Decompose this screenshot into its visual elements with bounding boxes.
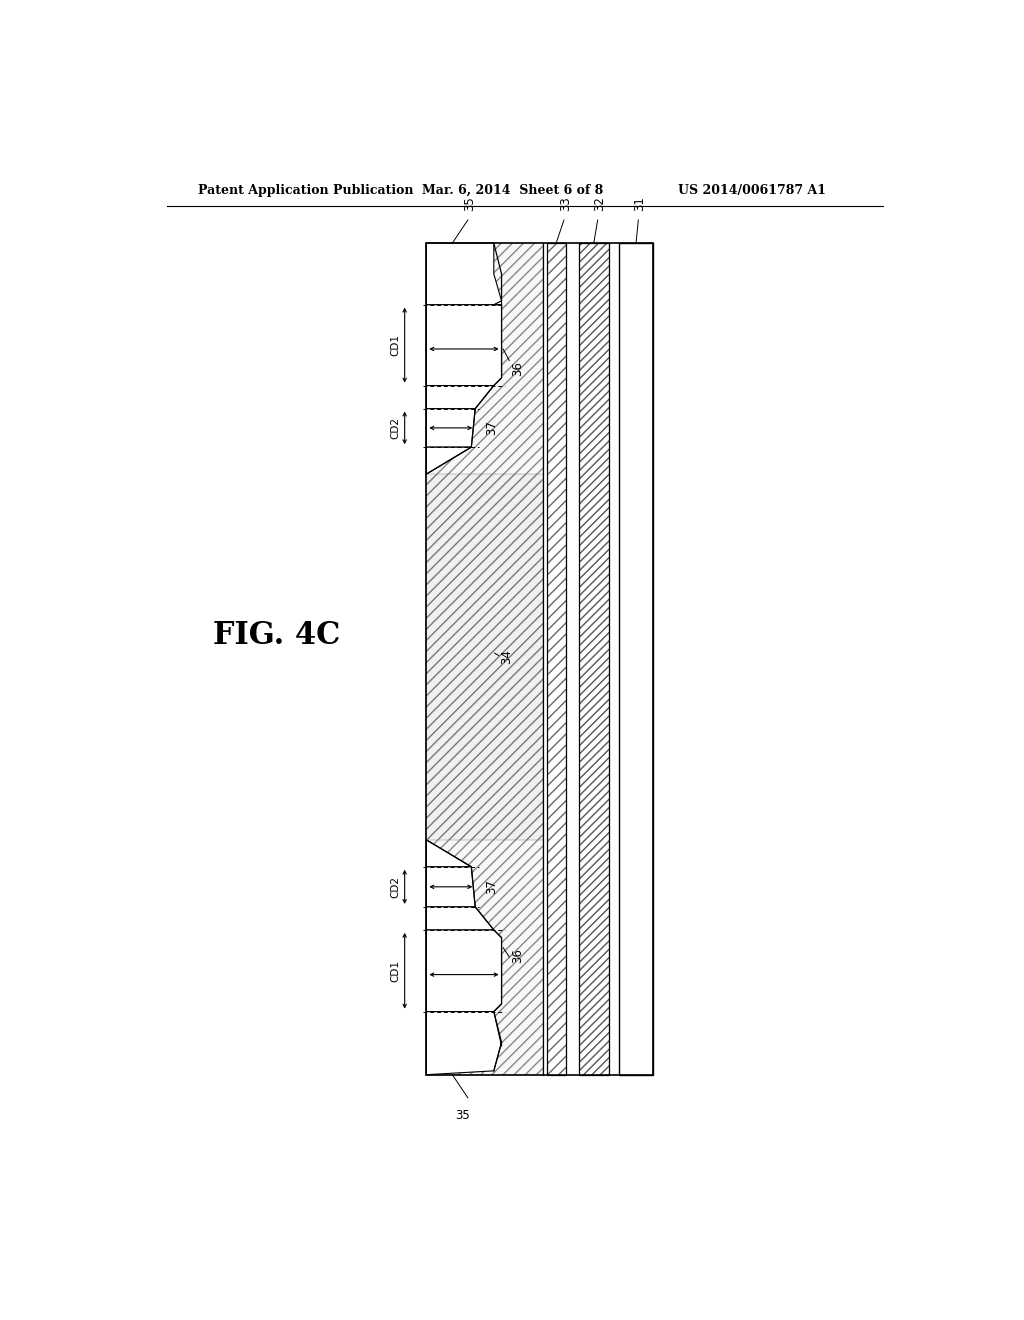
Polygon shape [618, 243, 653, 1074]
Text: CD2: CD2 [391, 417, 400, 438]
Text: CD1: CD1 [391, 960, 400, 982]
Text: D1: D1 [457, 327, 471, 338]
Polygon shape [426, 840, 471, 867]
Text: D2: D2 [443, 871, 458, 880]
Polygon shape [426, 474, 543, 840]
Text: 35: 35 [455, 1109, 470, 1122]
Text: 35: 35 [464, 195, 476, 211]
Polygon shape [426, 305, 502, 385]
Polygon shape [426, 409, 475, 447]
Polygon shape [579, 243, 608, 1074]
Text: 37: 37 [485, 421, 499, 436]
Text: D2: D2 [443, 412, 458, 422]
Text: 36: 36 [511, 360, 524, 376]
Text: US 2014/0061787 A1: US 2014/0061787 A1 [678, 185, 826, 197]
Polygon shape [426, 1011, 502, 1074]
Polygon shape [426, 929, 502, 1011]
Text: 37: 37 [485, 879, 499, 894]
Text: Patent Application Publication: Patent Application Publication [198, 185, 414, 197]
Text: Mar. 6, 2014  Sheet 6 of 8: Mar. 6, 2014 Sheet 6 of 8 [423, 185, 604, 197]
Text: FIG. 4C: FIG. 4C [213, 620, 341, 651]
Polygon shape [426, 243, 543, 1074]
Text: 34: 34 [500, 649, 513, 664]
Text: 31: 31 [634, 195, 646, 211]
Polygon shape [426, 385, 494, 409]
Polygon shape [426, 243, 502, 305]
Text: 36: 36 [511, 948, 524, 962]
Text: 32: 32 [593, 195, 606, 211]
Polygon shape [426, 867, 475, 907]
Polygon shape [547, 243, 566, 1074]
Text: CD1: CD1 [391, 334, 400, 356]
Polygon shape [426, 907, 494, 929]
Polygon shape [426, 447, 471, 474]
Text: CD2: CD2 [391, 876, 400, 898]
Text: D1: D1 [457, 953, 471, 964]
Text: 33: 33 [559, 195, 572, 211]
Bar [426, 243, 653, 1074]
